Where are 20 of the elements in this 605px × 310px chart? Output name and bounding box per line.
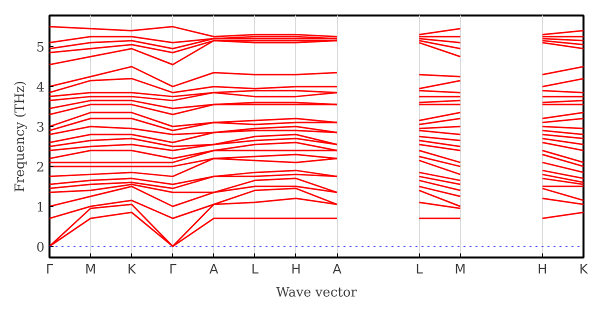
x-tick-label: H xyxy=(291,262,301,278)
x-tick-label: A xyxy=(209,262,218,278)
x-tick-label: Γ xyxy=(169,262,178,278)
x-tick-label: K xyxy=(579,262,588,278)
x-tick-label: M xyxy=(84,262,96,278)
x-tick-label: Γ xyxy=(46,262,54,278)
y-tick-label: 3 xyxy=(36,120,45,136)
y-tick-label: 2 xyxy=(36,160,45,176)
x-tick-label: H xyxy=(538,262,548,278)
x-tick-label: L xyxy=(416,262,424,278)
x-tick-label: L xyxy=(251,262,260,278)
y-tick-label: 1 xyxy=(36,200,45,216)
x-axis-title: Wave vector xyxy=(276,286,358,300)
x-tick-label: A xyxy=(332,262,342,278)
x-tick-label: M xyxy=(454,262,466,278)
y-tick-label: 5 xyxy=(36,40,45,56)
y-axis-title: Frequency (THz) xyxy=(13,80,28,192)
x-tick-label: K xyxy=(127,262,136,278)
y-tick-label: 0 xyxy=(36,240,45,256)
y-tick-label: 4 xyxy=(36,80,45,96)
